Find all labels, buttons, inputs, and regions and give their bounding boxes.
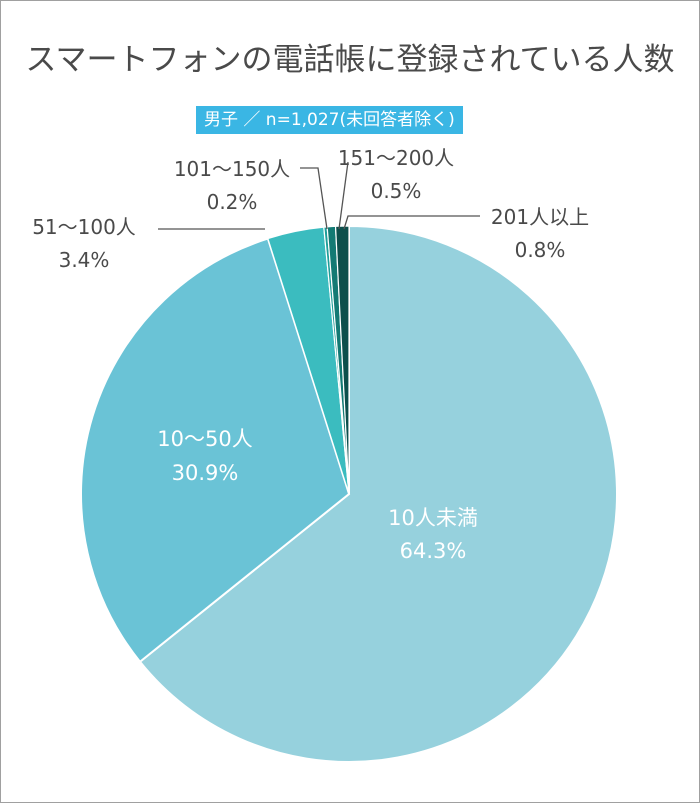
slice-value-label: 0.8% <box>515 238 566 262</box>
pie-slice <box>80 237 351 664</box>
pie-slices <box>80 224 618 763</box>
slice-category-label: 201人以上 <box>491 205 589 229</box>
pie-slice <box>138 224 618 763</box>
slice-value-label: 30.9% <box>172 461 239 485</box>
slice-category-label: 151〜200人 <box>338 146 454 170</box>
leader-line <box>338 161 349 230</box>
chart-title: スマートフォンの電話帳に登録されている人数 <box>25 42 675 78</box>
leader-line <box>300 167 328 230</box>
slice-category-label: 101〜150人 <box>174 157 290 181</box>
leader-lines <box>158 161 480 230</box>
slice-value-label: 3.4% <box>59 248 110 272</box>
slice-value-label: 64.3% <box>400 539 467 563</box>
pie-slice <box>334 225 350 495</box>
slice-value-label: 0.2% <box>207 190 258 214</box>
slice-value-label: 0.5% <box>371 179 422 203</box>
slice-labels: 10人未満 64.3% 10〜50人 30.9% 51〜100人 3.4% 101〜150人… <box>32 146 589 563</box>
slice-category-label: 10〜50人 <box>157 427 252 451</box>
slice-category-label: 51〜100人 <box>32 215 136 239</box>
leader-line <box>343 215 480 230</box>
slice-category-label: 10人未満 <box>388 506 478 530</box>
chart-subtitle-badge: 男子 ／ n=1,027(未回答者除く) <box>196 106 463 134</box>
